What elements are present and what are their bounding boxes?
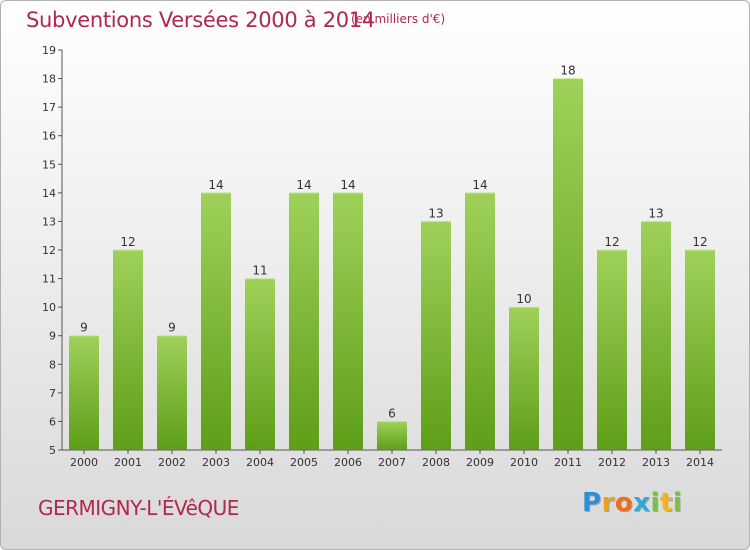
bar-value-label: 12: [604, 235, 619, 249]
chart-subtitle: (en milliers d'€): [351, 12, 446, 26]
bar-series: 9 12 9 14 11 14 14 6 13 14 10 18 12 13 12: [69, 64, 715, 451]
x-tick-label: 2011: [554, 456, 582, 469]
x-tick-label: 2013: [642, 456, 670, 469]
bar: [509, 307, 539, 450]
y-tick-label: 17: [42, 101, 56, 114]
y-tick-label: 13: [42, 215, 56, 228]
bar: [685, 250, 715, 450]
bar-value-label: 13: [428, 206, 443, 220]
y-tick-label: 16: [42, 130, 56, 143]
y-tick-label: 15: [42, 158, 56, 171]
x-tick-label: 2009: [466, 456, 494, 469]
x-tick-label: 2002: [158, 456, 186, 469]
bar-value-label: 14: [208, 178, 223, 192]
bar: [465, 192, 495, 450]
x-tick-label: 2010: [510, 456, 538, 469]
x-tick-label: 2005: [290, 456, 318, 469]
bar-value-label: 13: [648, 206, 663, 220]
x-tick-label: 2006: [334, 456, 362, 469]
logo-letter: t: [659, 488, 673, 518]
logo-letter: r: [601, 488, 615, 518]
y-tick-label: 5: [49, 444, 56, 457]
bar-value-label: 9: [80, 321, 88, 335]
bar-value-label: 9: [168, 321, 176, 335]
y-tick-label: 6: [49, 415, 56, 428]
bar: [553, 78, 583, 451]
x-tick-label: 2004: [246, 456, 274, 469]
x-tick-label: 2012: [598, 456, 626, 469]
bar-value-label: 12: [692, 235, 707, 249]
x-tick-label: 2007: [378, 456, 406, 469]
y-tick-label: 9: [49, 330, 56, 343]
logo-letter: x: [633, 488, 651, 518]
bar-value-label: 14: [296, 178, 311, 192]
logo-letter: i: [650, 488, 660, 518]
logo-letter: o: [614, 488, 634, 518]
y-axis-ticks: 5 6 7 8 9 10 11 12 13 14 15 16 17 18 19: [42, 44, 62, 457]
y-tick-label: 19: [42, 44, 56, 57]
y-tick-label: 12: [42, 244, 56, 257]
proxiti-logo[interactable]: Proxiti: [582, 488, 682, 518]
x-tick-label: 2000: [70, 456, 98, 469]
x-tick-label: 2001: [114, 456, 142, 469]
x-tick-label: 2014: [686, 456, 714, 469]
logo-letter: P: [582, 488, 602, 518]
bar: [641, 221, 671, 450]
bar: [289, 192, 319, 450]
bar-value-label: 12: [120, 235, 135, 249]
y-tick-label: 14: [42, 187, 56, 200]
commune-name: GERMIGNY-L'ÉVêQUE: [38, 496, 239, 520]
bar: [421, 221, 451, 450]
bar: [377, 421, 407, 450]
bar-value-label: 6: [388, 406, 396, 420]
bar-value-label: 18: [560, 64, 575, 78]
y-tick-label: 10: [42, 301, 56, 314]
bar-value-label: 11: [252, 264, 267, 278]
bar: [201, 192, 231, 450]
y-tick-label: 18: [42, 73, 56, 86]
bar-value-label: 10: [516, 292, 531, 306]
bar-value-label: 14: [472, 178, 487, 192]
bar: [245, 278, 275, 450]
bar: [69, 335, 99, 450]
bar: [157, 335, 187, 450]
y-tick-label: 7: [49, 387, 56, 400]
bar: [113, 250, 143, 450]
y-tick-label: 8: [49, 358, 56, 371]
x-tick-label: 2003: [202, 456, 230, 469]
bar: [333, 192, 363, 450]
x-tick-label: 2008: [422, 456, 450, 469]
y-tick-label: 11: [42, 273, 56, 286]
chart-title: Subventions Versées 2000 à 2014: [26, 8, 375, 32]
x-axis-ticks: 2000 2001 2002 2003 2004 2005 2006 2007 2008 2009…: [70, 450, 714, 469]
logo-letter: i: [672, 488, 683, 518]
bar: [597, 250, 627, 450]
bar-value-label: 14: [340, 178, 355, 192]
